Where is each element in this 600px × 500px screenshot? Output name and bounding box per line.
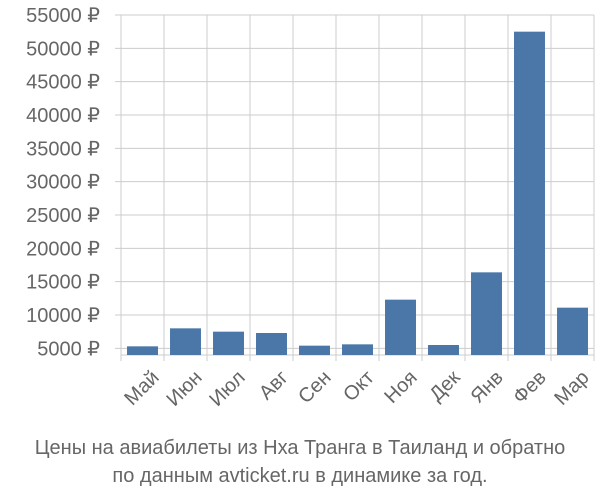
chart-caption-line-1: Цены на авиабилеты из Нха Транга в Таила… bbox=[34, 437, 566, 459]
y-tick-label: 35000 ₽ bbox=[26, 138, 100, 160]
bar-5 bbox=[299, 345, 330, 355]
bar-1 bbox=[127, 346, 158, 355]
grid-lines bbox=[115, 14, 595, 361]
bars bbox=[127, 31, 588, 356]
y-tick-label: 45000 ₽ bbox=[26, 72, 100, 94]
y-tick-label: 25000 ₽ bbox=[26, 205, 100, 227]
bar-2 bbox=[170, 328, 201, 355]
x-tick-label: Июн bbox=[163, 367, 207, 411]
x-tick-label: Дек bbox=[425, 366, 464, 405]
y-tick-label: 5000 ₽ bbox=[37, 338, 100, 360]
y-tick-label: 55000 ₽ bbox=[26, 5, 100, 27]
x-tick-label: Сен bbox=[294, 367, 335, 408]
price-bar-chart: 5000 ₽ 10000 ₽ 15000 ₽ 20000 ₽ 25000 ₽ 30000 … bbox=[26, 5, 595, 411]
x-tick-label: Янв bbox=[467, 367, 508, 408]
y-tick-label: 30000 ₽ bbox=[26, 172, 100, 194]
x-tick-label: Фев bbox=[509, 367, 551, 409]
y-tick-label: 10000 ₽ bbox=[26, 305, 100, 327]
bar-10 bbox=[514, 31, 545, 356]
bar-6 bbox=[342, 344, 373, 355]
x-tick-label: Мар bbox=[550, 367, 593, 410]
x-tick-label: Июл bbox=[205, 367, 249, 411]
y-tick-label: 40000 ₽ bbox=[26, 105, 100, 127]
bar-7 bbox=[385, 299, 416, 355]
x-tick-label: Ноя bbox=[380, 367, 421, 408]
y-axis-ticks: 5000 ₽ 10000 ₽ 15000 ₽ 20000 ₽ 25000 ₽ 30000 … bbox=[26, 5, 100, 360]
x-tick-label: Авг bbox=[255, 367, 293, 405]
bar-8 bbox=[428, 345, 459, 355]
y-tick-label: 20000 ₽ bbox=[26, 238, 100, 260]
bar-4 bbox=[256, 333, 287, 355]
bar-9 bbox=[471, 272, 502, 355]
x-tick-label: Окт bbox=[339, 367, 378, 406]
x-tick-label: Май bbox=[120, 367, 163, 410]
bar-11 bbox=[557, 307, 588, 355]
chart-caption-line-2: по данным avticket.ru в динамике за год. bbox=[112, 465, 488, 487]
y-tick-label: 50000 ₽ bbox=[26, 38, 100, 60]
y-tick-label: 15000 ₽ bbox=[26, 272, 100, 294]
bar-3 bbox=[213, 331, 244, 355]
